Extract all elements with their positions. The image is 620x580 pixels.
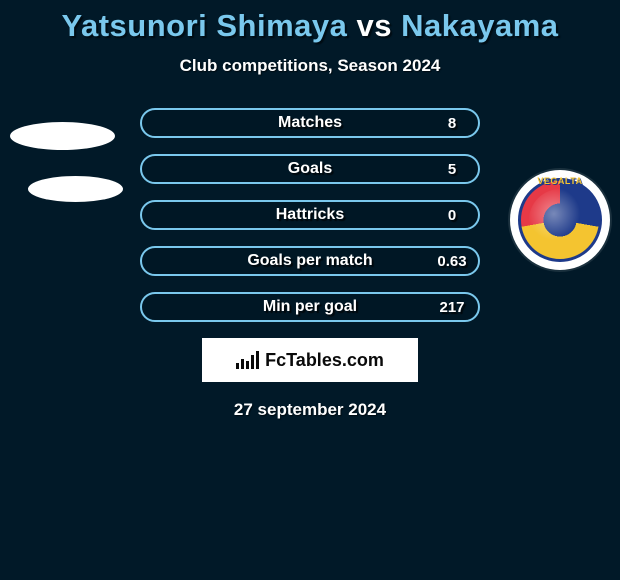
stat-label: Goals [194, 160, 426, 178]
stat-row: Goals 5 [140, 154, 480, 184]
stat-row: Matches 8 [140, 108, 480, 138]
placeholder-shape-icon [10, 122, 115, 150]
player1-name: Yatsunori Shimaya [61, 8, 347, 43]
stat-row: Goals per match 0.63 [140, 246, 480, 276]
footer-date: 27 september 2024 [0, 400, 620, 420]
comparison-title: Yatsunori Shimaya vs Nakayama [0, 0, 620, 44]
player1-badge [10, 110, 110, 210]
subtitle: Club competitions, Season 2024 [0, 56, 620, 76]
stat-row: Hattricks 0 [140, 200, 480, 230]
club-crest-icon: VEGALTA [510, 170, 610, 270]
placeholder-shape-icon [28, 176, 123, 202]
stats-table: Matches 8 Goals 5 Hattricks 0 Goals per … [140, 108, 480, 322]
branding-text: FcTables.com [265, 350, 384, 371]
player2-badge: VEGALTA [510, 170, 610, 270]
stat-value-right: 0 [426, 207, 478, 224]
vs-text: vs [357, 8, 392, 43]
stat-label: Min per goal [194, 298, 426, 316]
stat-label: Goals per match [194, 252, 426, 270]
bar-chart-icon [236, 351, 259, 369]
stat-value-right: 5 [426, 161, 478, 178]
branding-box: FcTables.com [202, 338, 418, 382]
stat-value-right: 217 [426, 299, 478, 316]
stat-label: Hattricks [194, 206, 426, 224]
stat-label: Matches [194, 114, 426, 132]
stat-row: Min per goal 217 [140, 292, 480, 322]
crest-label: VEGALTA [510, 176, 610, 186]
stat-value-right: 8 [426, 115, 478, 132]
player2-name: Nakayama [401, 8, 558, 43]
stat-value-right: 0.63 [426, 253, 478, 270]
